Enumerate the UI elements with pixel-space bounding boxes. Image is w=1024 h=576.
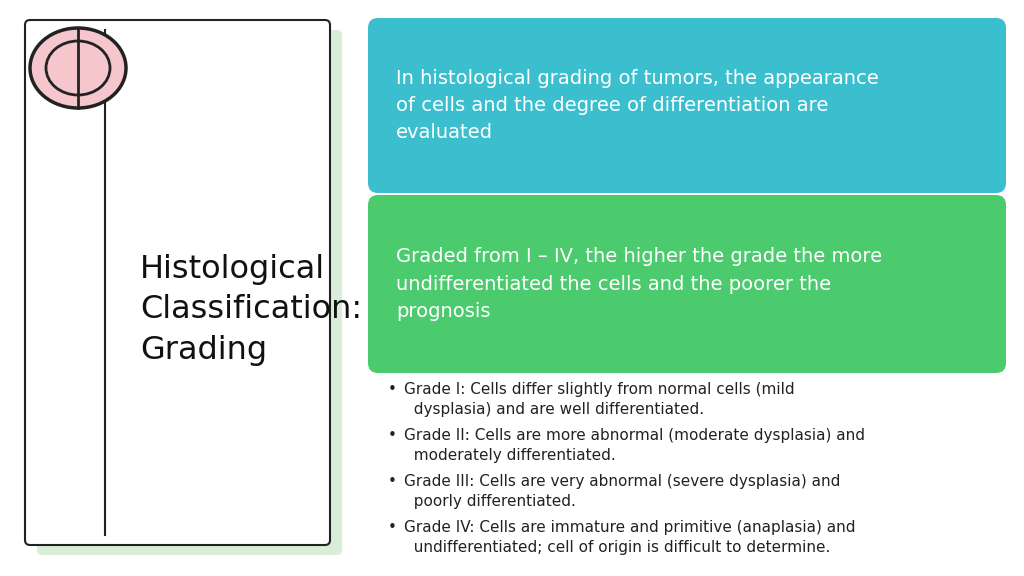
Text: Histological
Classification:
Grading: Histological Classification: Grading	[140, 254, 362, 366]
FancyBboxPatch shape	[37, 30, 342, 555]
Text: Graded from I – IV, the higher the grade the more
undifferentiated the cells and: Graded from I – IV, the higher the grade…	[396, 247, 882, 321]
Text: •: •	[388, 382, 397, 397]
Text: •: •	[388, 428, 397, 443]
FancyBboxPatch shape	[368, 18, 1006, 193]
Ellipse shape	[46, 41, 110, 95]
Text: Grade III: Cells are very abnormal (severe dysplasia) and
  poorly differentiate: Grade III: Cells are very abnormal (seve…	[404, 474, 841, 509]
FancyBboxPatch shape	[25, 20, 330, 545]
FancyBboxPatch shape	[368, 195, 1006, 373]
Text: In histological grading of tumors, the appearance
of cells and the degree of dif: In histological grading of tumors, the a…	[396, 69, 879, 142]
Text: •: •	[388, 474, 397, 489]
Text: Grade IV: Cells are immature and primitive (anaplasia) and
  undifferentiated; c: Grade IV: Cells are immature and primiti…	[404, 520, 855, 555]
Text: Grade I: Cells differ slightly from normal cells (mild
  dysplasia) and are well: Grade I: Cells differ slightly from norm…	[404, 382, 795, 417]
Ellipse shape	[30, 28, 126, 108]
Text: Grade II: Cells are more abnormal (moderate dysplasia) and
  moderately differen: Grade II: Cells are more abnormal (moder…	[404, 428, 865, 463]
Text: •: •	[388, 520, 397, 535]
